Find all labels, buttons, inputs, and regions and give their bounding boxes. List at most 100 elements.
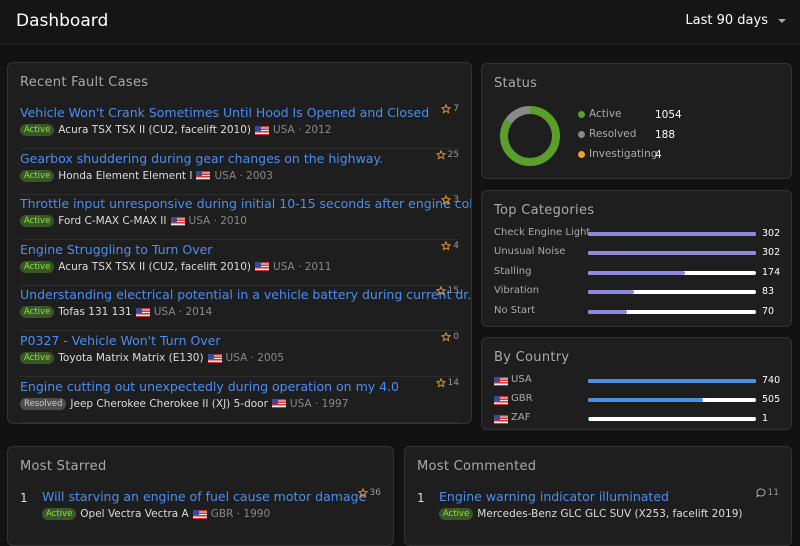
flag: [208, 354, 222, 363]
page: Dashboard Last 90 days Recent Fault Case…: [0, 0, 800, 518]
count: 36: [370, 488, 381, 498]
star-icon: [441, 332, 451, 342]
case-title[interactable]: P0327 - Vehicle Won't Turn Over: [20, 333, 221, 348]
page-title: Dashboard: [16, 11, 108, 31]
case-title[interactable]: Vehicle Won't Crank Sometimes Until Hood…: [20, 105, 429, 120]
location-year: USA · 2005: [226, 352, 284, 364]
panel-title: Top Categories: [494, 203, 594, 218]
flag: [494, 377, 508, 386]
bar-value: 1: [762, 413, 768, 424]
bar-value: 83: [762, 286, 774, 297]
bar-track: [588, 398, 756, 402]
legend-label: Resolved: [589, 128, 636, 140]
stars: 14: [436, 378, 459, 388]
case-title[interactable]: Gearbox shuddering during gear changes o…: [20, 151, 383, 166]
legend-dot: [578, 151, 585, 158]
bar: [588, 379, 756, 383]
star-shape: [442, 105, 450, 113]
bar-label: GBR: [511, 393, 533, 404]
panel-title: Recent Fault Cases: [20, 75, 148, 90]
star-icon: [358, 488, 368, 498]
star-shape: [436, 150, 444, 158]
stars: 7: [441, 104, 459, 114]
case-title[interactable]: Engine Struggling to Turn Over: [20, 242, 212, 257]
status-badge: Active: [20, 170, 54, 182]
case-meta: Active Mercedes-Benz GLC GLC SUV (X253, f…: [439, 508, 742, 520]
stars: 4: [441, 241, 459, 251]
flag: [255, 262, 269, 271]
bar-label: Vibration: [494, 285, 539, 296]
count: 7: [453, 104, 459, 114]
star-shape: [436, 378, 444, 386]
bar: [588, 232, 756, 236]
bar-label: Check Engine Light: [494, 227, 590, 238]
star-shape: [442, 196, 450, 204]
star-shape: [358, 489, 366, 497]
vehicle: Acura TSX TSX II (CU2, facelift 2010): [58, 124, 251, 136]
bar-track: [588, 232, 756, 236]
case-row: 1 Engine warning indicator illuminated Act…: [417, 487, 779, 532]
case-title[interactable]: Engine cutting out unexpectedly during o…: [20, 379, 399, 394]
commented-panel: Most Commented 1 Engine warning indicator…: [404, 446, 792, 546]
flag: [272, 399, 286, 408]
status-badge: Active: [20, 352, 54, 364]
legend-label: Active: [589, 108, 621, 120]
location-year: USA · 2012: [273, 124, 331, 136]
header: Dashboard Last 90 days: [0, 0, 800, 45]
stars: 15: [436, 286, 459, 296]
vehicle: Jeep Cherokee Cherokee II (XJ) 5-door: [70, 398, 268, 410]
location-year: USA · 2014: [154, 306, 212, 318]
comment-shape: [756, 489, 764, 497]
case-row: P0327 - Vehicle Won't Turn Over Active Toy…: [20, 331, 459, 377]
vehicle: Ford C-MAX C-MAX II: [58, 215, 166, 227]
count: 0: [453, 332, 459, 342]
case-row: Vehicle Won't Crank Sometimes Until Hood…: [20, 103, 459, 149]
flag: [196, 171, 210, 180]
stars: 3: [441, 195, 459, 205]
bar-value: 302: [762, 228, 780, 239]
vehicle: Mercedes-Benz GLC GLC SUV (X253, facelif…: [477, 508, 742, 520]
bar-track: [588, 379, 756, 383]
status-badge: Active: [20, 124, 54, 136]
count: 3: [453, 195, 459, 205]
star-icon: [441, 195, 451, 205]
panel-title: Most Commented: [417, 459, 536, 474]
recent-panel: Recent Fault Cases Vehicle Won't Crank S…: [7, 62, 472, 424]
star-icon: [441, 241, 451, 251]
star-shape: [442, 333, 450, 341]
status-badge: Active: [439, 508, 473, 520]
bar-label: No Start: [494, 305, 535, 316]
count: 4: [453, 241, 459, 251]
vehicle: Tofas 131 131: [58, 306, 131, 318]
stars: 0: [441, 332, 459, 342]
case-title[interactable]: Engine warning indicator illuminated: [439, 489, 669, 504]
flag: [494, 415, 508, 424]
legend-dot: [578, 111, 585, 118]
star-icon: [441, 104, 451, 114]
bar-value: 70: [762, 306, 774, 317]
case-title[interactable]: Will starving an engine of fuel cause mo…: [42, 489, 366, 504]
flag: [136, 308, 150, 317]
bar-label: USA: [511, 374, 532, 385]
range-select[interactable]: Last 90 days: [685, 13, 780, 28]
star-icon: [436, 286, 446, 296]
case-title[interactable]: Throttle input unresponsive during initi…: [20, 196, 472, 211]
rank: 1: [417, 491, 425, 505]
case-title[interactable]: Understanding electrical potential in a …: [20, 287, 472, 302]
location-year: GBR · 1990: [211, 508, 270, 520]
case-row: Engine cutting out unexpectedly during o…: [20, 377, 459, 423]
vehicle: Acura TSX TSX II (CU2, facelift 2010): [58, 261, 251, 273]
star-icon: [436, 378, 446, 388]
vehicle: Toyota Matrix Matrix (E130): [58, 352, 203, 364]
legend-value: 1054: [655, 109, 682, 121]
